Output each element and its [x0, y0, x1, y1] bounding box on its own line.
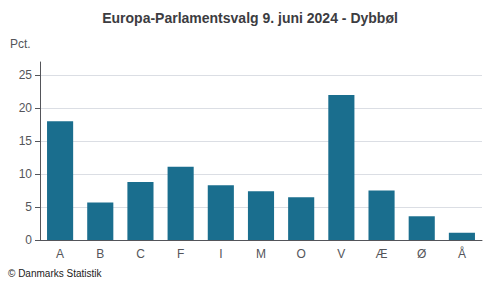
- svg-text:Å: Å: [458, 246, 466, 261]
- svg-text:25: 25: [19, 68, 33, 82]
- svg-text:Pct.: Pct.: [10, 37, 31, 51]
- svg-text:I: I: [219, 247, 222, 261]
- svg-text:15: 15: [19, 134, 33, 148]
- svg-text:V: V: [337, 247, 345, 261]
- svg-text:10: 10: [19, 167, 33, 181]
- svg-text:C: C: [136, 247, 145, 261]
- svg-text:20: 20: [19, 101, 33, 115]
- svg-text:0: 0: [25, 233, 32, 247]
- svg-text:5: 5: [25, 200, 32, 214]
- svg-text:© Danmarks Statistik: © Danmarks Statistik: [8, 268, 103, 279]
- svg-text:F: F: [177, 247, 184, 261]
- svg-text:O: O: [297, 247, 306, 261]
- svg-text:Europa-Parlamentsvalg 9. juni: Europa-Parlamentsvalg 9. juni 2024 - Dyb…: [102, 10, 398, 26]
- svg-text:A: A: [56, 247, 64, 261]
- svg-text:Ø: Ø: [417, 247, 426, 261]
- svg-text:Æ: Æ: [376, 247, 388, 261]
- svg-text:B: B: [96, 247, 104, 261]
- svg-text:M: M: [256, 247, 266, 261]
